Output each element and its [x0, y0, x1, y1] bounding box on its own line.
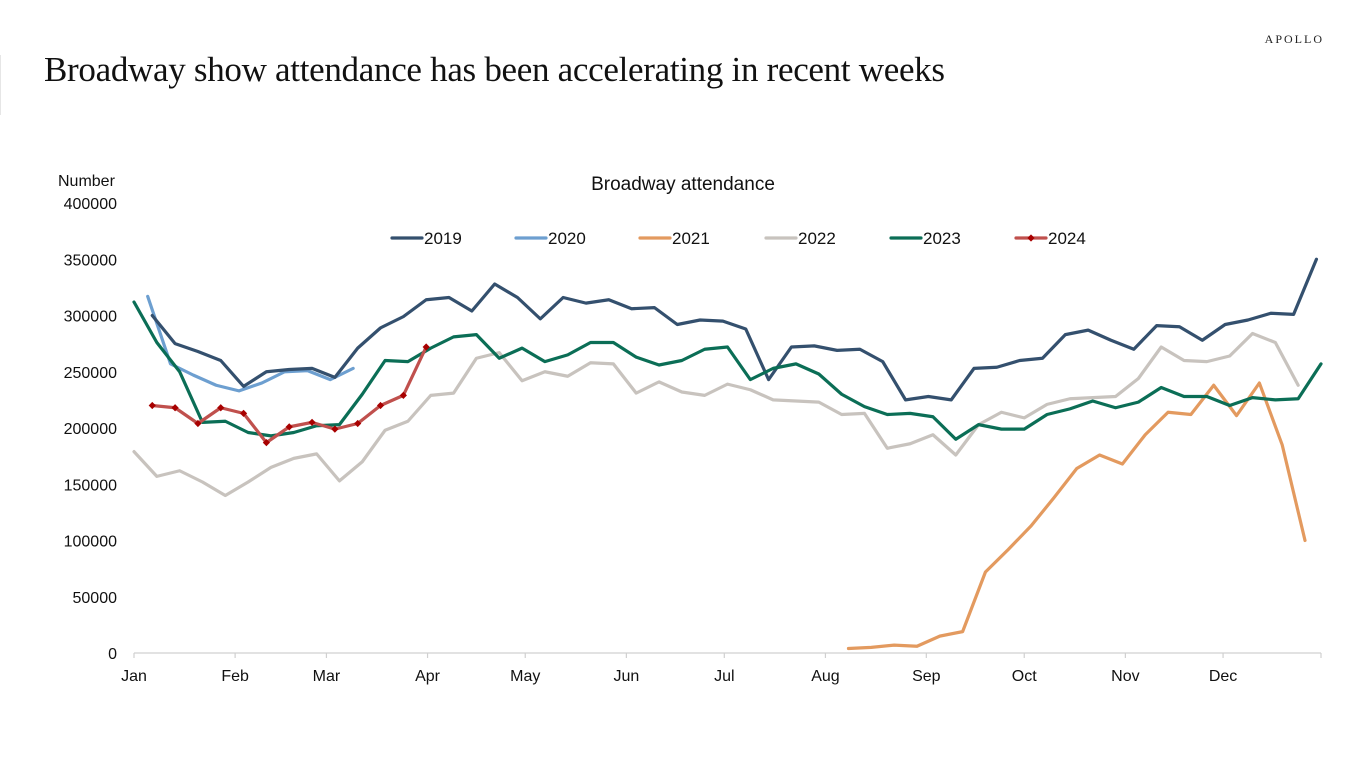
data-point-2024: [308, 418, 316, 426]
x-tick-label: Dec: [1209, 668, 1237, 685]
x-tick-label: Aug: [811, 668, 839, 685]
legend-item-2023: 2023: [889, 229, 961, 248]
data-point-2024: [376, 401, 385, 410]
data-point-2024: [262, 439, 270, 447]
x-tick-label: May: [510, 668, 540, 685]
x-tick-label: Oct: [1012, 668, 1037, 685]
series-line-2019: [150, 257, 1319, 402]
series-line-2020: [146, 294, 355, 393]
x-axis: Jan Feb Mar Apr May Jun Jul Aug Sep Oct Nov Dec: [121, 652, 1322, 685]
x-tick-label: Apr: [415, 668, 441, 685]
legend: 2019 2020 2021 2022 2023 2024: [390, 229, 1086, 248]
x-tick-label: Feb: [221, 668, 249, 685]
legend-item-2021: 2021: [638, 229, 710, 248]
data-point-2024: [285, 423, 293, 431]
x-tick-label: Jul: [714, 668, 734, 685]
legend-label: 2019: [424, 229, 462, 248]
legend-item-2022: 2022: [764, 229, 836, 248]
legend-label: 2020: [548, 229, 586, 248]
series-group: [132, 257, 1323, 651]
x-tick-label: Nov: [1111, 668, 1139, 685]
legend-label: 2022: [798, 229, 836, 248]
y-tick-label: 300000: [64, 309, 117, 326]
brand-logo: APOLLO: [1264, 32, 1324, 46]
data-point-2024: [171, 404, 179, 412]
x-tick-label: Jan: [121, 668, 147, 685]
data-point-2024: [194, 419, 202, 428]
y-tick-label: 250000: [64, 365, 117, 382]
legend-item-2020: 2020: [514, 229, 586, 248]
y-tick-label: 350000: [64, 252, 117, 269]
legend-marker: [1027, 234, 1035, 242]
y-tick-label: 400000: [64, 196, 117, 213]
y-tick-label: 0: [108, 646, 117, 663]
y-axis: 0 50000 100000 150000 200000 250000 300000 3500…: [64, 196, 117, 663]
series-line-2022: [132, 331, 1300, 498]
y-tick-label: 100000: [64, 534, 117, 551]
x-tick-label: Mar: [313, 668, 341, 685]
y-tick-label: 150000: [64, 477, 117, 494]
data-point-2024: [331, 425, 339, 433]
series-line-2023: [132, 300, 1323, 441]
legend-label: 2023: [923, 229, 961, 248]
x-tick-label: Jun: [613, 668, 639, 685]
left-edge-rule: [0, 55, 1, 115]
series-line-2021: [846, 381, 1307, 651]
legend-label: 2024: [1048, 229, 1086, 248]
data-point-2024: [354, 419, 362, 428]
y-axis-label: Number: [58, 173, 116, 190]
legend-item-2019: 2019: [390, 229, 462, 248]
data-point-2024: [399, 391, 407, 399]
data-point-2024: [239, 409, 248, 417]
legend-item-2024: 2024: [1014, 229, 1086, 248]
chart-title: Broadway attendance: [591, 174, 775, 195]
y-tick-label: 200000: [64, 421, 117, 438]
page-headline: Broadway show attendance has been accele…: [44, 50, 945, 89]
data-point-2024: [422, 343, 430, 351]
data-point-2024: [148, 401, 156, 410]
x-tick-label: Sep: [912, 668, 941, 685]
legend-label: 2021: [672, 229, 710, 248]
y-tick-label: 50000: [73, 590, 118, 607]
data-point-2024: [217, 404, 225, 412]
